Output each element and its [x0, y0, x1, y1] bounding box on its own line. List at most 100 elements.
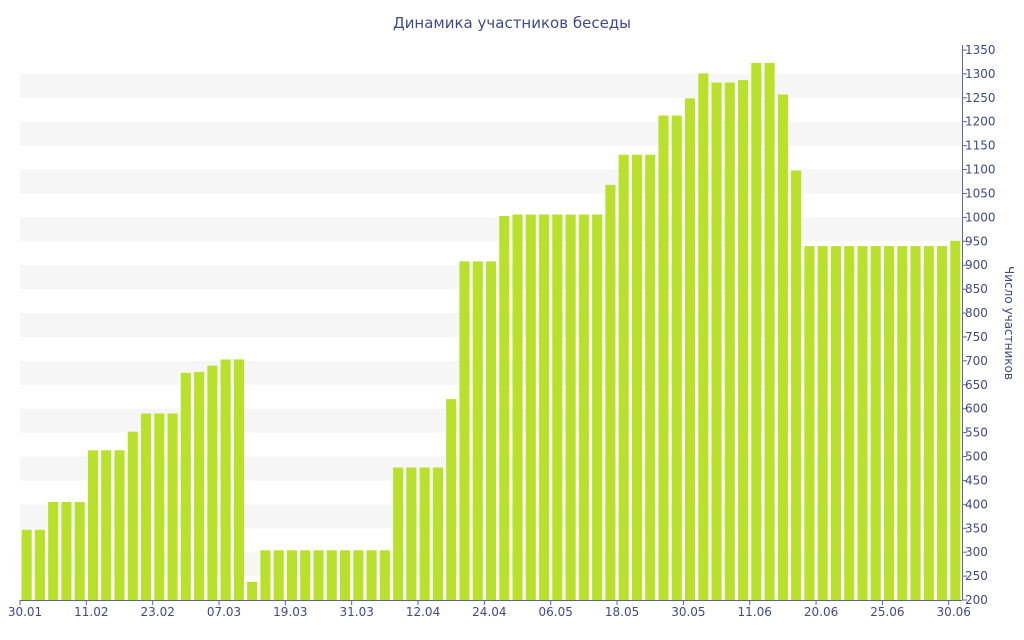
bar	[751, 62, 762, 601]
bar	[645, 154, 656, 601]
bar	[180, 372, 191, 600]
grid-band	[20, 73, 962, 98]
bar	[472, 261, 483, 600]
y-tick-label: 950	[965, 234, 988, 248]
y-tick-label: 250	[965, 569, 988, 583]
bar	[804, 246, 815, 600]
bar	[817, 246, 828, 600]
x-tick-label: 20.06	[804, 605, 838, 619]
bar	[406, 467, 417, 600]
bar	[313, 550, 324, 600]
bar	[233, 359, 244, 600]
bar	[21, 529, 32, 600]
x-tick-label: 24.04	[472, 605, 506, 619]
bar	[141, 413, 152, 600]
bar	[247, 581, 258, 600]
bar	[194, 371, 205, 600]
bar	[286, 550, 298, 600]
bar	[273, 550, 284, 600]
bar	[87, 450, 99, 600]
y-tick-label: 1250	[965, 91, 996, 105]
grid-band	[20, 217, 962, 242]
y-tick-label: 650	[965, 378, 988, 392]
bar	[684, 98, 696, 601]
bar	[512, 214, 523, 600]
bar	[260, 550, 271, 600]
y-tick-label: 1050	[965, 186, 996, 200]
bar	[525, 214, 536, 600]
bar	[671, 115, 682, 601]
grid-band	[20, 121, 962, 146]
chart-title: Динамика участников беседы	[393, 14, 631, 32]
bar	[618, 154, 629, 601]
x-tick-label: 18.05	[605, 605, 639, 619]
bar	[207, 365, 218, 600]
bar	[631, 154, 642, 601]
x-tick-label: 07.03	[207, 605, 241, 619]
bar	[326, 550, 337, 600]
y-tick-label: 450	[965, 473, 988, 487]
x-tick-label: 11.02	[74, 605, 108, 619]
bar	[74, 501, 85, 600]
y-tick-label: 700	[965, 354, 988, 368]
bar	[101, 450, 112, 600]
y-tick-label: 800	[965, 306, 988, 320]
bar	[432, 467, 443, 600]
y-axis-title: Число участников	[1002, 266, 1016, 380]
bars	[21, 62, 961, 601]
bar	[61, 501, 72, 600]
bar	[220, 359, 231, 600]
y-tick-label: 500	[965, 450, 988, 464]
bar	[724, 82, 735, 600]
y-tick-label: 1150	[965, 139, 996, 153]
x-tick-label: 11.06	[738, 605, 772, 619]
bar	[857, 246, 868, 600]
bar	[658, 115, 669, 601]
bar	[937, 246, 948, 600]
labels: Динамика участников беседы Число участни…	[8, 14, 1016, 619]
x-tick-label: 23.02	[140, 605, 174, 619]
bar	[154, 413, 165, 600]
bar	[167, 413, 178, 600]
bar	[565, 214, 576, 600]
bar	[830, 246, 841, 600]
y-tick-label: 600	[965, 402, 988, 416]
x-tick-label: 30.06	[937, 605, 971, 619]
x-tick-label: 12.04	[406, 605, 440, 619]
bar	[897, 246, 908, 600]
bar	[923, 246, 934, 600]
x-tick-label: 30.01	[8, 605, 42, 619]
bar	[777, 94, 788, 600]
bar	[578, 214, 589, 600]
y-tick-label: 300	[965, 545, 988, 559]
bar	[711, 82, 722, 600]
y-tick-label: 1300	[965, 67, 996, 81]
bar	[950, 240, 961, 600]
bar	[48, 501, 59, 600]
bar	[393, 467, 404, 600]
bar	[459, 261, 470, 600]
y-tick-label: 200	[965, 593, 988, 607]
y-tick-label: 850	[965, 282, 988, 296]
bar	[379, 550, 390, 600]
bar	[870, 246, 881, 600]
bar	[844, 246, 855, 600]
bar	[446, 399, 457, 600]
x-tick-label: 30.05	[671, 605, 705, 619]
bar	[552, 214, 563, 600]
bar	[340, 550, 351, 600]
y-tick-label: 750	[965, 330, 988, 344]
y-tick-label: 1000	[965, 210, 996, 224]
y-tick-label: 1100	[965, 163, 996, 177]
x-tick-label: 31.03	[340, 605, 374, 619]
bar	[127, 431, 138, 600]
bar	[592, 214, 603, 600]
y-tick-label: 350	[965, 521, 988, 535]
bar	[883, 246, 895, 600]
bar	[366, 550, 377, 600]
bar	[698, 73, 709, 601]
bar	[114, 450, 125, 600]
y-tick-label: 1350	[965, 43, 996, 57]
